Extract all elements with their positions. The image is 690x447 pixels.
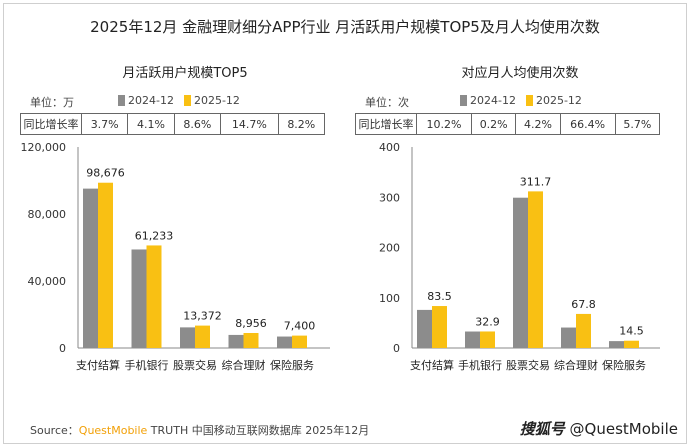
left-y-tick-label: 40,000 xyxy=(28,275,67,288)
right-bar-2024 xyxy=(609,341,624,348)
left-category-label: 综合理财 xyxy=(222,358,266,372)
left-bar-2025 xyxy=(243,332,259,348)
source-rest: TRUTH 中国移动互联网数据库 2025年12月 xyxy=(147,424,370,437)
page-title: 2025年12月 金融理财细分APP行业 月活跃用户规模TOP5及月人均使用次数 xyxy=(90,18,600,36)
right-y-tick-label: 0 xyxy=(393,342,400,355)
right-data-label: 67.8 xyxy=(571,298,596,311)
right-y-tick-label: 300 xyxy=(379,191,400,204)
right-legend: 2024-12 2025-12 xyxy=(460,94,582,107)
right-bar-2025 xyxy=(624,340,639,348)
left-bar-2024 xyxy=(277,336,292,348)
left-data-label: 61,233 xyxy=(135,229,174,242)
growth-cell: 4.2% xyxy=(515,113,561,135)
growth-cell: 5.7% xyxy=(614,113,661,135)
left-growth-table: 同比增长率 3.7% 4.1% 8.6% 14.7% 8.2% xyxy=(20,113,326,135)
right-category-label: 保险服务 xyxy=(602,358,646,372)
growth-cell: 0.2% xyxy=(471,113,517,135)
right-bar-2024 xyxy=(561,327,576,348)
source-brand: QuestMobile xyxy=(78,424,148,437)
growth-cell: 3.7% xyxy=(80,113,129,135)
right-data-label: 311.7 xyxy=(520,175,552,188)
source-note: Source：QuestMobile TRUTH 中国移动互联网数据库 2025… xyxy=(30,422,369,438)
legend-swatch-2024 xyxy=(118,95,125,106)
right-bar-2025 xyxy=(576,313,591,348)
left-unit: 单位：万 xyxy=(30,96,74,109)
legend-label-2025: 2025-12 xyxy=(535,94,582,107)
right-category-label: 股票交易 xyxy=(506,358,550,372)
left-data-label: 13,372 xyxy=(183,310,222,323)
right-y-tick-label: 400 xyxy=(379,141,400,154)
left-y-tick-label: 0 xyxy=(59,342,66,355)
legend-swatch-2025 xyxy=(183,95,191,106)
right-category-label: 支付结算 xyxy=(410,358,454,372)
left-bar-2025 xyxy=(292,335,307,348)
growth-cell: 14.7% xyxy=(220,113,279,135)
watermark-logo-text: 搜狐号 xyxy=(519,420,565,438)
legend-swatch-2025 xyxy=(525,95,533,106)
left-data-label: 7,400 xyxy=(284,320,316,333)
left-category-label: 保险服务 xyxy=(270,358,314,372)
legend-label-2024: 2024-12 xyxy=(128,94,174,107)
left-bar-2024 xyxy=(228,334,244,348)
left-y-tick-label: 80,000 xyxy=(28,208,67,221)
left-category-label: 股票交易 xyxy=(173,358,217,372)
right-data-label: 32.9 xyxy=(475,315,500,328)
right-growth-table: 同比增长率 10.2% 0.2% 4.2% 66.4% 5.7% xyxy=(355,113,661,135)
left-legend: 2024-12 2025-12 xyxy=(118,94,240,107)
source-prefix: Source： xyxy=(30,424,79,437)
right-bar-2024 xyxy=(417,309,432,348)
right-bar-2025 xyxy=(528,191,543,348)
legend-label-2024: 2024-12 xyxy=(470,94,516,107)
left-bar-2025 xyxy=(146,245,162,348)
right-data-label: 14.5 xyxy=(619,325,644,338)
right-bar-2025 xyxy=(432,306,447,348)
right-data-label: 83.5 xyxy=(427,290,452,303)
legend-label-2025: 2025-12 xyxy=(193,94,240,107)
figure-frame xyxy=(3,3,687,444)
left-bar-2025 xyxy=(98,182,113,348)
right-bar-2025 xyxy=(480,331,495,348)
left-bar-2025 xyxy=(195,325,210,348)
right-subtitle: 对应月人均使用次数 xyxy=(461,66,579,81)
legend-swatch-2024 xyxy=(460,95,467,106)
left-data-label: 98,676 xyxy=(86,167,125,180)
left-bar-2024 xyxy=(83,188,98,348)
right-unit: 单位：次 xyxy=(365,96,409,109)
right-bar-2024 xyxy=(513,197,528,348)
right-y-tick-label: 100 xyxy=(379,292,400,305)
right-bar-2024 xyxy=(465,331,480,348)
right-category-label: 综合理财 xyxy=(554,358,598,372)
left-category-label: 支付结算 xyxy=(76,358,120,372)
growth-cell: 4.1% xyxy=(127,113,175,135)
left-data-label: 8,956 xyxy=(235,317,267,330)
left-y-tick-label: 120,000 xyxy=(21,141,67,154)
left-category-label: 手机银行 xyxy=(125,358,169,372)
left-subtitle: 月活跃用户规模TOP5 xyxy=(122,66,248,81)
growth-header: 同比增长率 xyxy=(20,113,82,135)
growth-cell: 10.2% xyxy=(415,113,473,135)
growth-cell: 8.2% xyxy=(277,113,326,135)
watermark: 搜狐号 @QuestMobile xyxy=(520,418,678,439)
growth-header: 同比增长率 xyxy=(355,113,417,135)
growth-cell: 8.6% xyxy=(173,113,222,135)
left-bar-2024 xyxy=(180,327,195,348)
left-bar-2024 xyxy=(131,249,147,348)
right-category-label: 手机银行 xyxy=(458,358,502,372)
watermark-handle: @QuestMobile xyxy=(564,420,678,438)
right-y-tick-label: 200 xyxy=(379,242,400,255)
